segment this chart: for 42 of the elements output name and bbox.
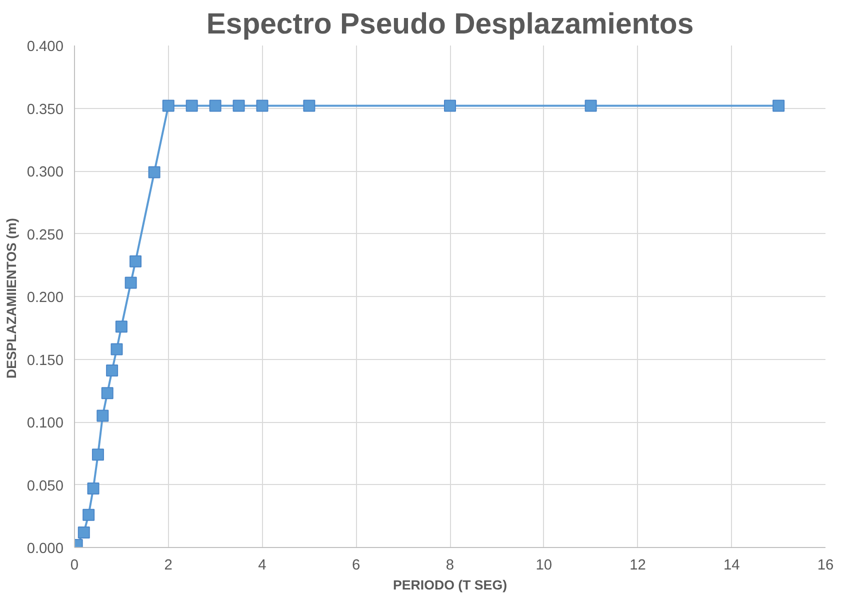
chart-title: Espectro Pseudo Desplazamientos [206, 8, 694, 40]
point [78, 526, 90, 538]
y-tick-label: 0.300 [26, 164, 64, 180]
point [772, 100, 785, 112]
point [232, 100, 245, 112]
point [115, 320, 128, 333]
x-tick-label: 6 [352, 558, 360, 574]
y-tick-label: 0.400 [26, 39, 64, 55]
x-tick-label: 10 [536, 558, 552, 574]
y-tick-label: 0.000 [26, 541, 64, 557]
point [87, 482, 100, 495]
x-tick-label: 14 [723, 558, 740, 574]
y-tick-label: 0.050 [26, 478, 64, 494]
y-tick-label: 0.150 [26, 352, 64, 369]
y-tick-label: 0.250 [26, 227, 64, 244]
x-tick-label: 12 [630, 558, 646, 574]
x-tick-label: 2 [164, 558, 172, 574]
point [101, 387, 114, 400]
point [148, 166, 160, 178]
point [96, 410, 109, 422]
x-tick-label: 8 [446, 558, 454, 574]
point [110, 343, 123, 356]
point [209, 100, 222, 112]
point [124, 276, 137, 289]
point [162, 100, 174, 112]
point [256, 100, 268, 112]
point [303, 100, 316, 112]
point [82, 508, 95, 521]
x-tick-label: 16 [817, 558, 834, 574]
point [106, 364, 118, 377]
point [92, 448, 104, 461]
y-tick-label: 0.100 [26, 416, 64, 432]
point [444, 100, 456, 112]
x-axis-title: PERIODO (T SEG) [392, 578, 508, 592]
point [584, 100, 597, 112]
y-tick-label: 0.200 [26, 290, 64, 306]
y-axis-title: DESPLAZAMIIENTOS (m) [4, 218, 19, 379]
x-tick-label: 4 [258, 558, 266, 574]
point [186, 100, 198, 112]
point [130, 255, 142, 268]
x-tick-label: 0 [70, 558, 79, 574]
y-tick-label: 0.350 [26, 102, 64, 118]
